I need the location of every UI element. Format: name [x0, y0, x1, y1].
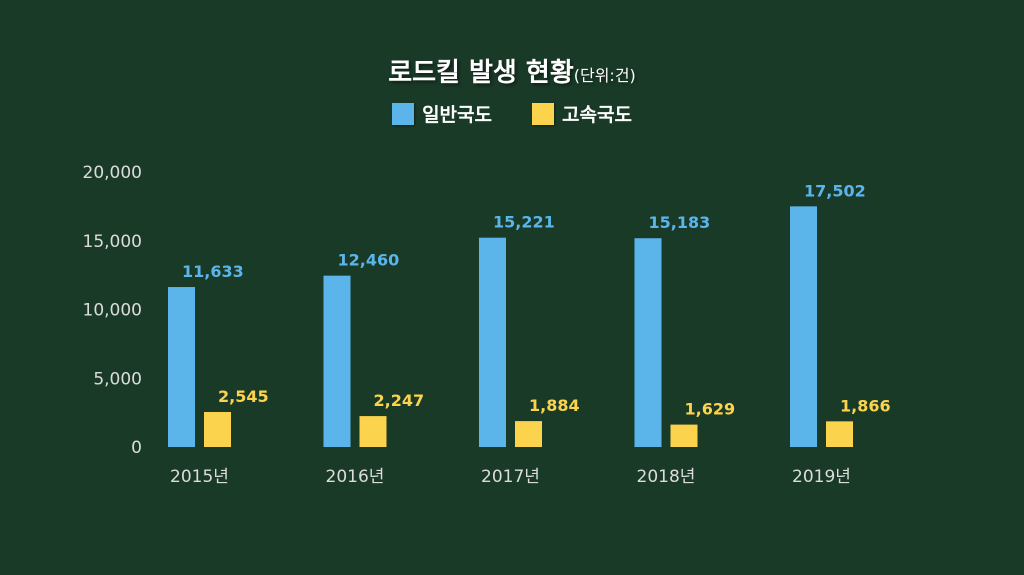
data-label-general: 12,460 — [338, 251, 400, 270]
legend: 일반국도 고속국도 — [0, 100, 1024, 127]
legend-label-general: 일반국도 — [422, 104, 492, 126]
bar-general — [634, 238, 662, 447]
x-tick-label: 2017년 — [481, 467, 540, 487]
chart-unit: (단위:건) — [573, 66, 636, 85]
y-tick-label: 0 — [131, 438, 142, 458]
bar-express — [515, 421, 542, 447]
data-label-general: 15,183 — [649, 213, 711, 232]
y-tick-label: 20,000 — [83, 163, 142, 183]
legend-label-express: 고속국도 — [562, 104, 632, 126]
data-label-express: 2,545 — [218, 387, 269, 406]
y-tick-label: 10,000 — [83, 301, 142, 321]
x-tick-label: 2016년 — [326, 467, 385, 487]
bar-express — [359, 416, 387, 447]
data-label-general: 17,502 — [804, 181, 866, 200]
bar-express — [670, 424, 698, 447]
data-label-express: 2,247 — [374, 391, 425, 410]
bar-general — [790, 206, 817, 447]
bar-express — [204, 412, 231, 447]
bar-general — [479, 237, 506, 447]
y-tick-label: 5,000 — [93, 369, 142, 389]
x-tick-label: 2018년 — [637, 467, 696, 487]
bar-general — [168, 287, 195, 447]
bar-express — [826, 421, 853, 447]
x-tick-label: 2019년 — [792, 467, 851, 487]
legend-swatch-general — [392, 102, 415, 125]
data-label-general: 15,221 — [493, 213, 555, 232]
y-tick-label: 15,000 — [83, 232, 142, 252]
data-label-express: 1,866 — [840, 396, 891, 415]
legend-swatch-express — [532, 102, 554, 125]
data-label-express: 1,884 — [529, 396, 580, 415]
data-label-general: 11,633 — [182, 262, 244, 281]
chart-title: 로드킬 발생 현황(단위:건) — [0, 52, 1024, 89]
x-tick-label: 2015년 — [170, 467, 229, 487]
legend-item-express: 고속국도 — [532, 100, 632, 127]
bar-general — [323, 275, 351, 447]
legend-item-general: 일반국도 — [392, 100, 492, 127]
chart-title-text: 로드킬 발생 현황 — [388, 58, 574, 88]
data-label-express: 1,629 — [685, 400, 736, 419]
